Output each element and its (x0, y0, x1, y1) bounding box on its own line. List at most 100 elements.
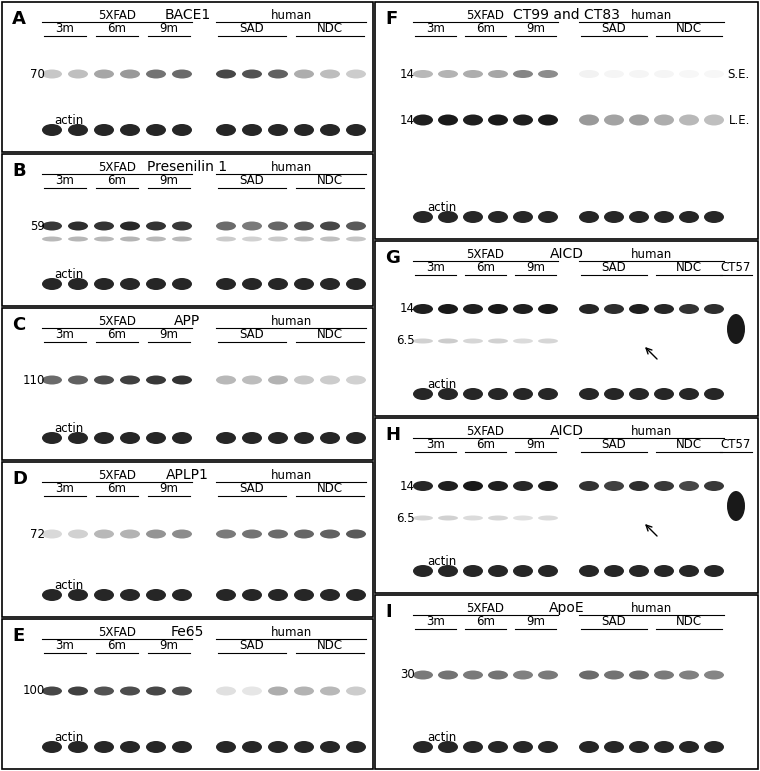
Text: 3m: 3m (55, 482, 74, 495)
Text: SAD: SAD (239, 482, 264, 495)
Ellipse shape (513, 115, 533, 126)
Text: SAD: SAD (239, 174, 264, 187)
Ellipse shape (513, 338, 533, 344)
Text: 6m: 6m (476, 438, 495, 451)
Ellipse shape (679, 671, 699, 679)
Ellipse shape (488, 481, 508, 491)
Ellipse shape (488, 671, 508, 679)
Text: 5XFAD: 5XFAD (467, 248, 505, 261)
Text: 6m: 6m (476, 615, 495, 628)
Text: NDC: NDC (317, 482, 343, 495)
Text: 3m: 3m (426, 615, 445, 628)
Text: 72: 72 (30, 527, 45, 540)
Text: BACE1: BACE1 (164, 8, 211, 22)
Text: human: human (631, 248, 672, 261)
Text: 9m: 9m (160, 328, 179, 341)
Ellipse shape (268, 221, 288, 231)
Ellipse shape (68, 741, 88, 753)
Ellipse shape (268, 741, 288, 753)
Bar (2, 154, 373, 306)
Ellipse shape (268, 375, 288, 385)
Ellipse shape (172, 69, 192, 79)
Text: 5XFAD: 5XFAD (467, 602, 505, 615)
Ellipse shape (579, 481, 599, 491)
Bar (2, 619, 373, 769)
Text: SAD: SAD (602, 22, 626, 35)
Text: SAD: SAD (602, 261, 626, 274)
Ellipse shape (146, 69, 166, 79)
Ellipse shape (42, 432, 62, 444)
Ellipse shape (146, 741, 166, 753)
Ellipse shape (579, 115, 599, 126)
Ellipse shape (604, 70, 624, 78)
Ellipse shape (242, 686, 262, 695)
Ellipse shape (438, 516, 458, 520)
Ellipse shape (488, 516, 508, 520)
Ellipse shape (320, 589, 340, 601)
Text: human: human (631, 9, 672, 22)
Ellipse shape (294, 686, 314, 695)
Ellipse shape (538, 481, 558, 491)
Ellipse shape (513, 741, 533, 753)
Text: C: C (12, 316, 25, 334)
Text: D: D (12, 470, 27, 488)
Text: 9m: 9m (526, 438, 545, 451)
Ellipse shape (727, 314, 745, 344)
Ellipse shape (513, 671, 533, 679)
Ellipse shape (268, 278, 288, 290)
Ellipse shape (268, 432, 288, 444)
Ellipse shape (216, 278, 236, 290)
Ellipse shape (146, 432, 166, 444)
Text: actin: actin (427, 555, 456, 568)
Text: 3m: 3m (55, 174, 74, 187)
Ellipse shape (68, 432, 88, 444)
Ellipse shape (604, 481, 624, 491)
Ellipse shape (538, 388, 558, 400)
Ellipse shape (242, 589, 262, 601)
Ellipse shape (294, 530, 314, 538)
Ellipse shape (629, 388, 649, 400)
Ellipse shape (513, 388, 533, 400)
Ellipse shape (216, 237, 236, 241)
Ellipse shape (68, 375, 88, 385)
Ellipse shape (320, 237, 340, 241)
Text: AICD: AICD (549, 247, 584, 261)
Ellipse shape (294, 375, 314, 385)
Ellipse shape (216, 432, 236, 444)
Text: 6m: 6m (476, 22, 495, 35)
Text: 3m: 3m (426, 438, 445, 451)
Ellipse shape (538, 338, 558, 344)
Ellipse shape (654, 741, 674, 753)
Text: 3m: 3m (426, 22, 445, 35)
Text: SAD: SAD (239, 22, 264, 35)
Ellipse shape (604, 388, 624, 400)
Ellipse shape (579, 304, 599, 314)
Ellipse shape (513, 565, 533, 577)
Ellipse shape (488, 211, 508, 223)
Ellipse shape (146, 589, 166, 601)
Ellipse shape (727, 491, 745, 521)
Ellipse shape (268, 237, 288, 241)
Ellipse shape (463, 741, 483, 753)
Ellipse shape (538, 115, 558, 126)
Ellipse shape (42, 741, 62, 753)
Ellipse shape (629, 565, 649, 577)
Text: 3m: 3m (426, 261, 445, 274)
Ellipse shape (94, 375, 114, 385)
Ellipse shape (94, 237, 114, 241)
Text: 6m: 6m (107, 482, 126, 495)
Ellipse shape (242, 741, 262, 753)
Text: 5XFAD: 5XFAD (98, 469, 136, 482)
Ellipse shape (604, 671, 624, 679)
Text: 3m: 3m (55, 22, 74, 35)
Ellipse shape (438, 70, 458, 78)
Text: NDC: NDC (317, 22, 343, 35)
Text: 5XFAD: 5XFAD (467, 425, 505, 438)
Ellipse shape (120, 432, 140, 444)
Ellipse shape (604, 565, 624, 577)
Text: 6m: 6m (476, 261, 495, 274)
Bar (375, 2, 758, 239)
Bar (2, 462, 373, 617)
Ellipse shape (463, 671, 483, 679)
Ellipse shape (146, 124, 166, 136)
